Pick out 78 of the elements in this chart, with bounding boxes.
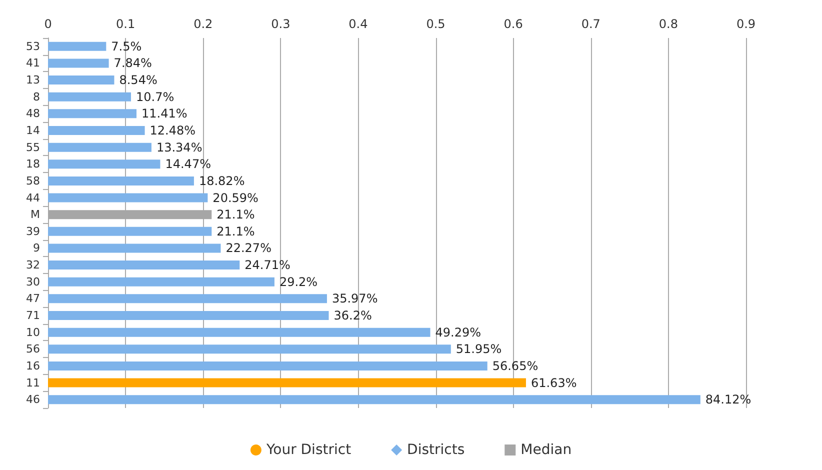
data-label: 10.7% [136,90,174,104]
bar [48,311,329,320]
bar [48,344,451,354]
x-tick-label: 0.6 [504,17,523,31]
y-tick-label: 11 [26,376,40,390]
y-tick-label: 55 [26,140,40,154]
y-tick-label: 46 [26,393,40,406]
y-tick-label: 44 [26,191,40,204]
y-tick-label: 18 [26,158,40,171]
bar [48,277,274,286]
bar [48,160,160,169]
data-label: 51.95% [456,342,502,356]
x-tick-label: 0.5 [426,17,446,31]
x-tick-label: 0.3 [271,17,290,31]
data-label: 35.97% [332,292,378,306]
data-label: 24.71% [244,258,290,272]
y-tick-label: 16 [26,359,40,372]
bar [48,42,106,51]
bar [48,176,194,186]
data-label: 8.54% [119,73,158,88]
y-tick-label: 71 [26,309,40,322]
y-tick-label: 58 [26,174,40,188]
y-tick-label: 41 [26,56,40,70]
data-label: 11.41% [141,106,188,121]
y-tick-label: 9 [33,242,40,255]
bar [48,361,488,370]
bar [48,395,700,404]
bar [48,92,131,102]
y-tick-label: 30 [26,275,40,288]
data-label: 13.34% [156,140,202,154]
x-tick-label: 0.4 [348,17,368,31]
data-label: 20.59% [212,190,258,205]
bar [48,328,430,337]
y-tick-label: 32 [26,258,40,272]
x-tick-label: 0.8 [658,17,678,31]
data-label: 12.48% [150,124,196,138]
bar [48,126,145,135]
data-label: 21.1% [216,224,255,238]
bar [48,193,208,202]
data-label: 21.1% [216,208,255,222]
y-tick-label: 53 [26,40,40,53]
bar [48,378,526,388]
data-label: 61.63% [530,376,577,390]
y-tick-label: 56 [26,342,40,356]
data-label: 56.65% [492,358,538,373]
bar [48,260,240,270]
x-tick-label: 0.7 [581,17,600,31]
bar [48,226,212,236]
bar [48,58,109,68]
bar [48,244,221,253]
x-tick-label: 0 [44,17,52,31]
legend-label: Median [520,442,572,458]
bar [48,142,152,152]
data-label: 7.84% [114,56,152,70]
y-tick-label: 14 [26,124,40,137]
x-tick-label: 0.9 [736,17,756,31]
bar [48,76,114,85]
data-label: 7.5% [111,39,142,54]
legend-label: Your District [265,442,352,458]
data-label: 36.2% [334,308,372,322]
y-tick-label: M [30,208,40,222]
y-tick-label: 13 [26,74,40,87]
y-tick-label: 8 [33,90,40,104]
data-label: 14.47% [165,157,211,172]
data-label: 22.27% [226,241,272,256]
legend-label: Districts [407,442,465,458]
bar [48,109,136,118]
x-tick-label: 0.2 [194,17,213,31]
data-label: 49.29% [435,325,482,340]
data-label: 18.82% [198,174,245,188]
data-label: 84.12% [705,392,752,407]
data-label: 29.2% [279,274,318,289]
y-tick-label: 47 [26,292,40,306]
x-tick-label: 0.1 [116,17,136,31]
y-tick-label: 48 [26,107,40,120]
y-tick-label: 10 [26,326,40,339]
bar [48,294,327,304]
y-tick-label: 39 [26,224,40,238]
